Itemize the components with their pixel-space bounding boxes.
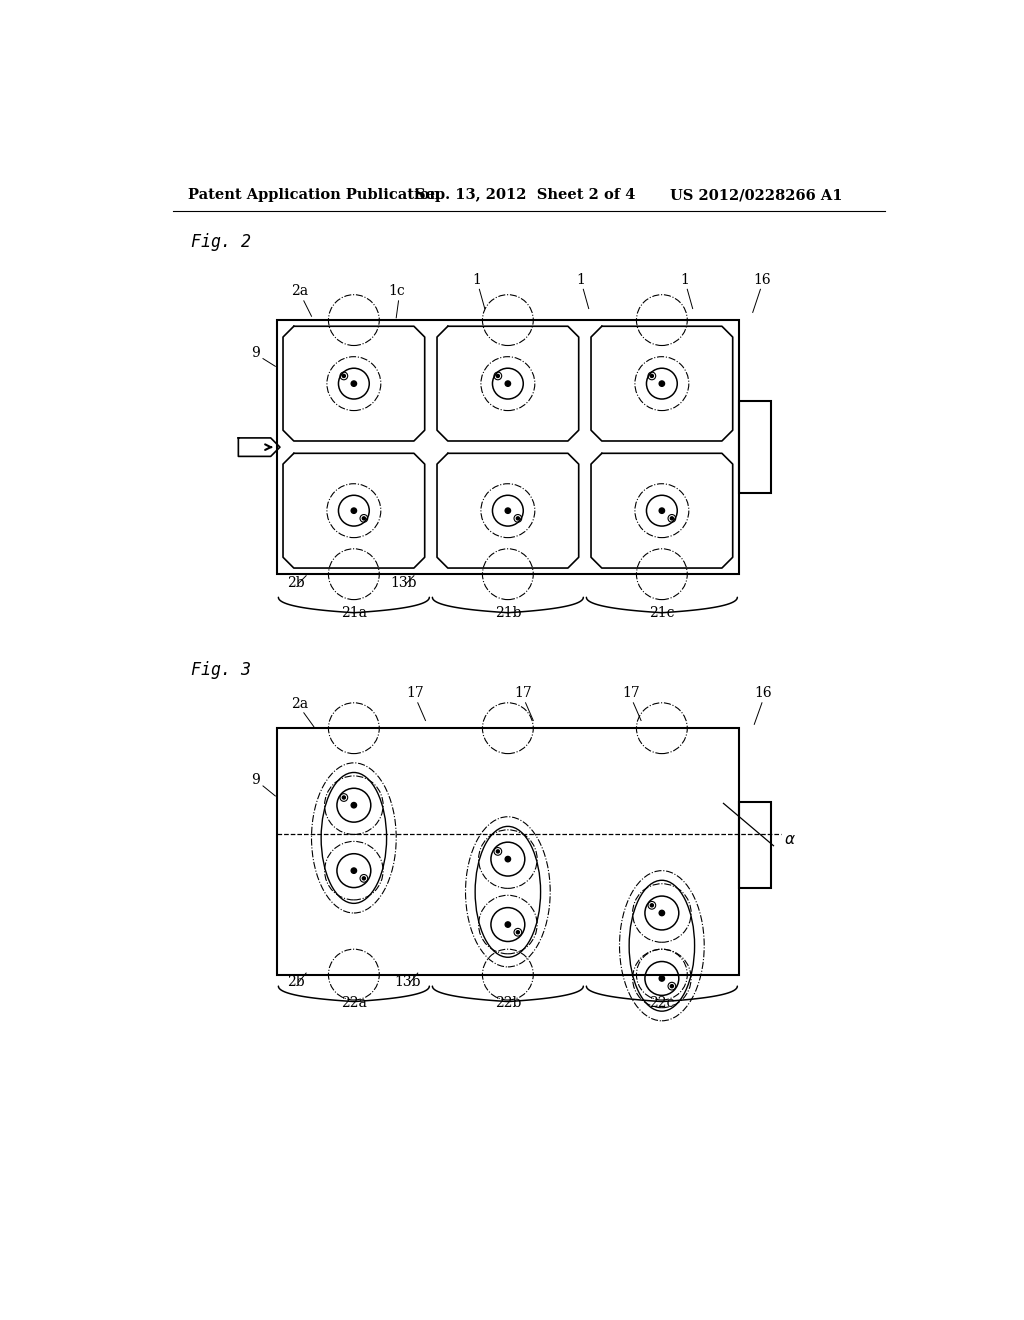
Text: 2b: 2b	[288, 577, 305, 590]
Circle shape	[351, 381, 356, 387]
Circle shape	[351, 803, 356, 808]
Circle shape	[505, 921, 511, 927]
Bar	[276, 321, 739, 574]
Text: Patent Application Publication: Patent Application Publication	[188, 189, 440, 202]
Circle shape	[650, 375, 653, 378]
Text: 22a: 22a	[341, 997, 367, 1010]
Text: 22c: 22c	[649, 997, 675, 1010]
Text: 13b: 13b	[391, 577, 417, 590]
Text: $\alpha$: $\alpha$	[783, 833, 796, 847]
Circle shape	[362, 517, 366, 520]
Circle shape	[351, 869, 356, 874]
Text: 13b: 13b	[394, 975, 421, 989]
Text: 16: 16	[753, 273, 771, 286]
Circle shape	[505, 381, 511, 387]
Circle shape	[671, 517, 674, 520]
Bar	[276, 729, 739, 974]
Text: 21b: 21b	[495, 606, 521, 620]
Circle shape	[671, 985, 674, 987]
Circle shape	[342, 796, 345, 799]
Circle shape	[659, 508, 665, 513]
Text: Fig. 3: Fig. 3	[190, 661, 251, 678]
Text: 9: 9	[251, 346, 260, 360]
Text: 1: 1	[681, 273, 689, 286]
Text: 2a: 2a	[292, 285, 308, 298]
Text: 2a: 2a	[292, 697, 308, 711]
Text: US 2012/0228266 A1: US 2012/0228266 A1	[670, 189, 842, 202]
Bar	[739, 401, 771, 494]
Circle shape	[650, 904, 653, 907]
Text: 22b: 22b	[495, 997, 521, 1010]
Text: 1: 1	[577, 273, 586, 286]
Circle shape	[362, 876, 366, 880]
Text: 1: 1	[473, 273, 481, 286]
Text: 17: 17	[407, 686, 424, 701]
Text: 2b: 2b	[288, 975, 305, 989]
Circle shape	[497, 375, 500, 378]
Text: 1c: 1c	[388, 285, 404, 298]
Text: Sep. 13, 2012  Sheet 2 of 4: Sep. 13, 2012 Sheet 2 of 4	[416, 189, 636, 202]
Text: 9: 9	[251, 772, 260, 787]
Circle shape	[505, 857, 511, 862]
Circle shape	[516, 517, 519, 520]
Bar	[739, 803, 771, 888]
Circle shape	[351, 508, 356, 513]
Text: 21a: 21a	[341, 606, 367, 620]
Circle shape	[516, 931, 519, 933]
Text: 17: 17	[623, 686, 640, 701]
Text: 17: 17	[514, 686, 532, 701]
Circle shape	[659, 975, 665, 981]
Circle shape	[505, 508, 511, 513]
Circle shape	[659, 381, 665, 387]
Circle shape	[497, 850, 500, 853]
Text: Fig. 2: Fig. 2	[190, 232, 251, 251]
Text: 16: 16	[755, 686, 772, 701]
Circle shape	[342, 375, 345, 378]
Circle shape	[659, 911, 665, 916]
Text: 21c: 21c	[649, 606, 675, 620]
